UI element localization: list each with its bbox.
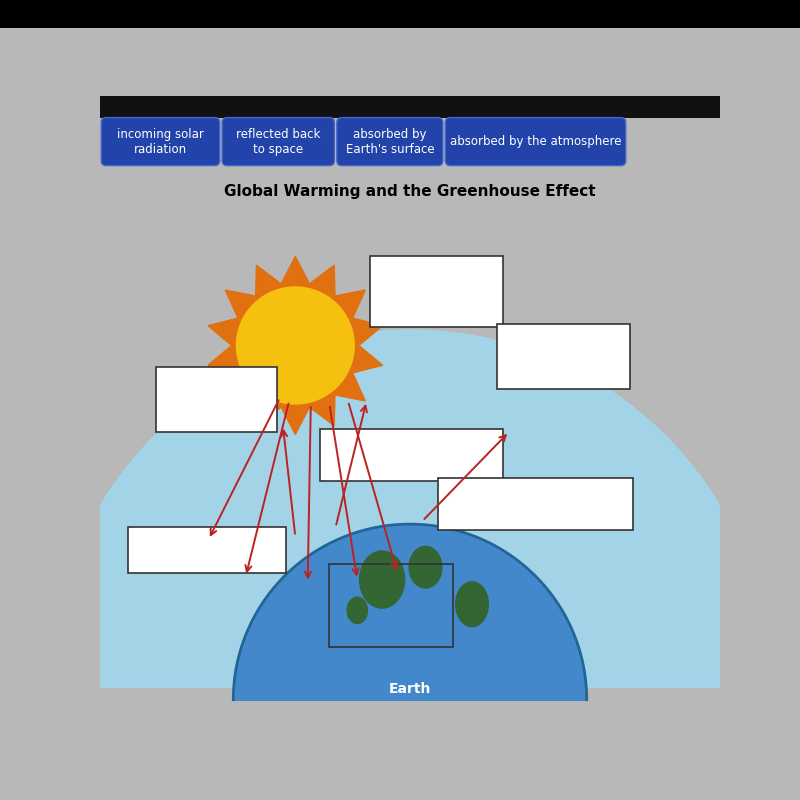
Text: absorbed by
Earth's surface: absorbed by Earth's surface	[346, 127, 434, 155]
Bar	[128, 527, 286, 574]
Polygon shape	[50, 330, 770, 687]
Bar	[497, 324, 630, 389]
Bar	[370, 256, 503, 327]
Text: reflected back
to space: reflected back to space	[236, 127, 321, 155]
Ellipse shape	[409, 546, 442, 589]
FancyBboxPatch shape	[222, 118, 334, 166]
Polygon shape	[208, 257, 382, 434]
Bar	[156, 367, 277, 432]
Circle shape	[237, 287, 354, 404]
Text: absorbed by the atmosphere: absorbed by the atmosphere	[450, 135, 622, 148]
Bar	[100, 96, 720, 118]
FancyBboxPatch shape	[446, 118, 626, 166]
Ellipse shape	[455, 581, 489, 627]
Ellipse shape	[359, 550, 406, 609]
Bar	[438, 478, 634, 530]
Polygon shape	[234, 524, 586, 700]
Ellipse shape	[346, 597, 368, 624]
FancyBboxPatch shape	[337, 118, 443, 166]
Text: Global Warming and the Greenhouse Effect: Global Warming and the Greenhouse Effect	[224, 184, 596, 199]
Bar	[320, 429, 503, 481]
Text: Earth: Earth	[389, 682, 431, 695]
Bar	[330, 564, 454, 647]
FancyBboxPatch shape	[102, 118, 220, 166]
Text: incoming solar
radiation: incoming solar radiation	[117, 127, 204, 155]
